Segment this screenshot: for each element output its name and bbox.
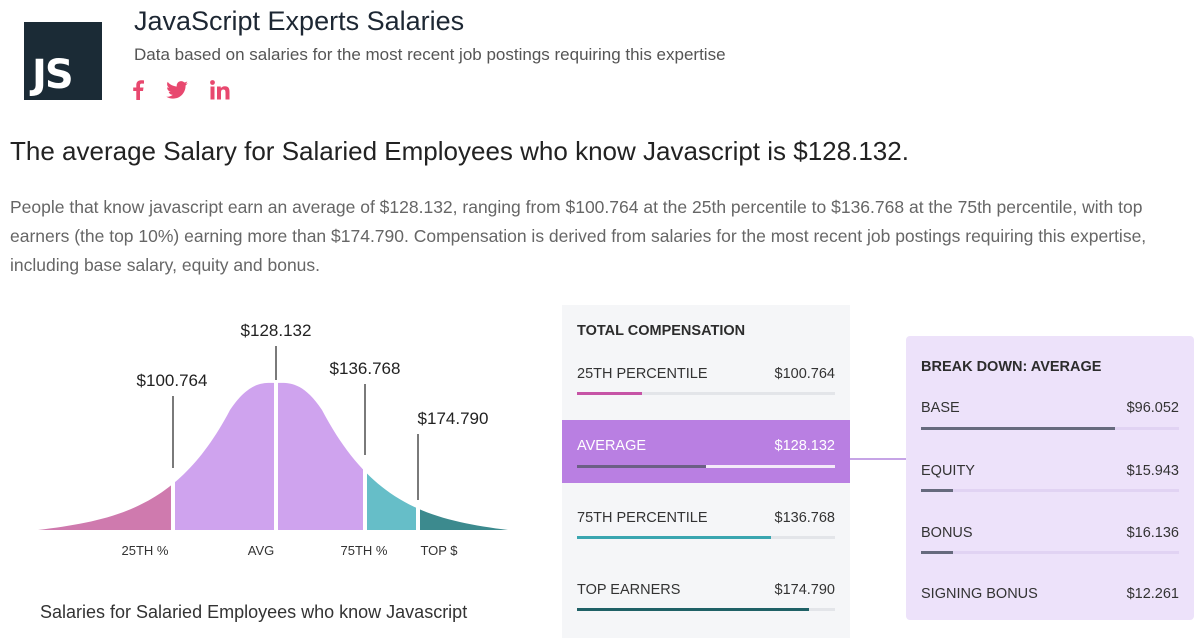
comp-row-25th[interactable]: 25TH PERCENTILE $100.764 <box>562 357 850 407</box>
breakdown-row-equity: EQUITY $15.943 <box>906 461 1194 511</box>
social-links <box>132 80 230 100</box>
axis-label-top: TOP $ <box>420 543 458 558</box>
breakdown-heading: BREAK DOWN: AVERAGE <box>921 359 1102 375</box>
comp-row-track <box>577 392 835 395</box>
axis-label-25: 25TH % <box>122 543 169 558</box>
js-logo: JS <box>24 22 102 100</box>
comp-row-label: AVERAGE <box>577 438 647 454</box>
comp-row-fill <box>577 392 642 395</box>
salary-distribution-chart: $100.764 $128.132 $136.768 $174.790 25TH… <box>0 300 540 605</box>
comp-row-label: 25TH PERCENTILE <box>577 366 708 382</box>
comp-row-track <box>577 465 835 468</box>
breakdown-row-label: BASE <box>921 400 960 416</box>
percentile-25-area <box>38 382 173 530</box>
breakdown-panel: BREAK DOWN: AVERAGE BASE $96.052 EQUITY … <box>906 336 1194 620</box>
page-subtitle: Data based on salaries for the most rece… <box>134 45 726 64</box>
breakdown-row-fill <box>921 551 954 554</box>
linkedin-icon[interactable] <box>210 80 230 100</box>
breakdown-row-label: SIGNING BONUS <box>921 586 1038 602</box>
salary-headline: The average Salary for Salaried Employee… <box>10 136 909 166</box>
comp-row-track <box>577 608 835 611</box>
breakdown-row-fill <box>921 489 954 492</box>
average-area <box>173 382 365 530</box>
axis-label-avg: AVG <box>248 543 275 558</box>
chart-caption: Salaries for Salaried Employees who know… <box>40 602 468 622</box>
breakdown-row-value: $12.261 <box>1126 586 1179 602</box>
comp-row-75th[interactable]: 75TH PERCENTILE $136.768 <box>562 501 850 551</box>
comp-row-top-earners[interactable]: TOP EARNERS $174.790 <box>562 573 850 623</box>
total-compensation-panel: TOTAL COMPENSATION 25TH PERCENTILE $100.… <box>562 305 850 638</box>
breakdown-row-label: BONUS <box>921 525 973 541</box>
breakdown-row-signing-bonus: SIGNING BONUS $12.261 <box>906 586 1194 616</box>
breakdown-row-value: $96.052 <box>1126 400 1179 416</box>
breakdown-row-track <box>921 551 1179 554</box>
top-earners-area <box>418 382 508 530</box>
total-compensation-heading: TOTAL COMPENSATION <box>577 323 746 339</box>
comp-row-fill <box>577 536 771 539</box>
breakdown-row-value: $16.136 <box>1126 525 1179 541</box>
breakdown-row-fill <box>921 427 1115 430</box>
twitter-icon[interactable] <box>166 81 188 99</box>
facebook-icon[interactable] <box>132 80 144 100</box>
breakdown-row-bonus: BONUS $16.136 <box>906 523 1194 573</box>
marker-value-25: $100.764 <box>137 371 208 390</box>
comp-row-value: $100.764 <box>774 366 835 382</box>
marker-value-top: $174.790 <box>418 409 489 428</box>
comp-row-value: $174.790 <box>774 582 835 598</box>
salary-description: People that know javascript earn an aver… <box>10 197 1147 275</box>
comp-row-label: 75TH PERCENTILE <box>577 510 708 526</box>
breakdown-row-track <box>921 427 1179 430</box>
comp-row-fill <box>577 465 706 468</box>
marker-value-avg: $128.132 <box>241 321 312 340</box>
breakdown-row-label: EQUITY <box>921 463 975 479</box>
comp-row-average[interactable]: AVERAGE $128.132 <box>562 420 850 483</box>
page-title: JavaScript Experts Salaries <box>134 6 465 36</box>
comp-row-label: TOP EARNERS <box>577 582 681 598</box>
breakdown-connector <box>850 458 906 460</box>
breakdown-row-base: BASE $96.052 <box>906 398 1194 448</box>
comp-row-fill <box>577 608 810 611</box>
breakdown-row-track <box>921 489 1179 492</box>
axis-label-75: 75TH % <box>341 543 388 558</box>
logo-text: JS <box>32 52 74 98</box>
percentile-75-area <box>365 382 418 530</box>
marker-value-75: $136.768 <box>330 359 401 378</box>
comp-row-value: $136.768 <box>774 510 835 526</box>
breakdown-row-value: $15.943 <box>1126 463 1179 479</box>
bell-curve-svg: $100.764 $128.132 $136.768 $174.790 25TH… <box>38 321 508 558</box>
comp-row-value: $128.132 <box>774 438 835 454</box>
comp-row-track <box>577 536 835 539</box>
